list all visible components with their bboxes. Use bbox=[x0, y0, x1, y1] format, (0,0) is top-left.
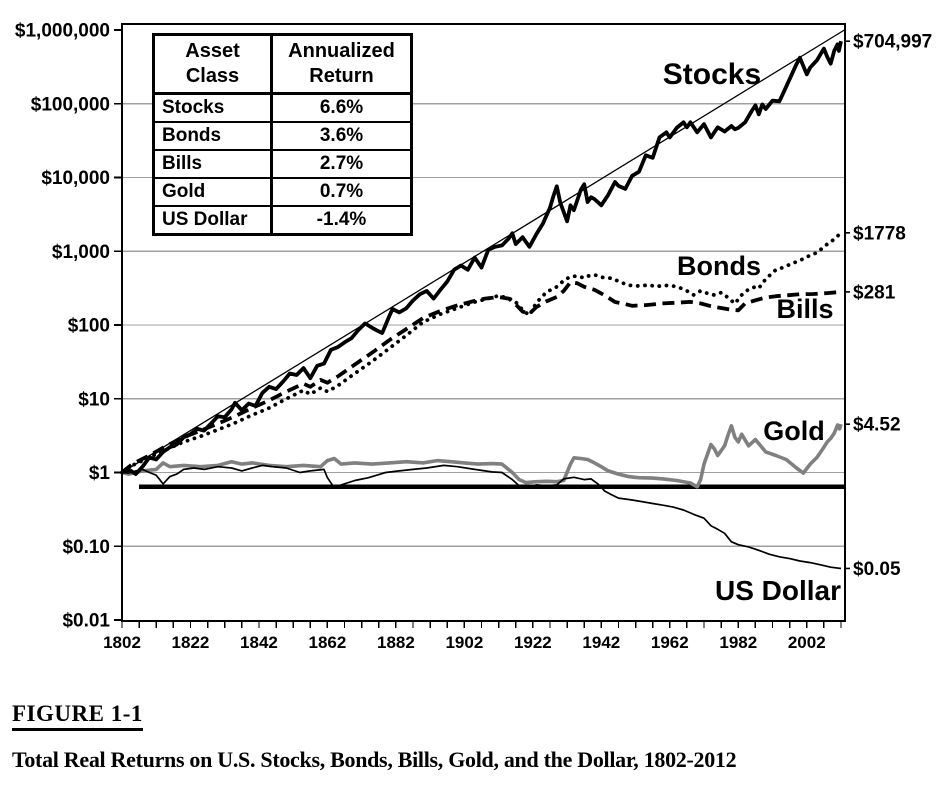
x-tick-label: 2002 bbox=[788, 633, 826, 652]
return-cell: 0.7% bbox=[319, 181, 364, 202]
asset-cell: Bills bbox=[155, 151, 273, 177]
series-label-stocks: Stocks bbox=[663, 58, 761, 91]
x-tick-label: 1922 bbox=[514, 633, 552, 652]
y-tick-label: $10 bbox=[78, 389, 110, 410]
x-tick-label: 1982 bbox=[719, 633, 757, 652]
x-tick-label: 1942 bbox=[582, 633, 620, 652]
asset-cell: Stocks bbox=[155, 95, 273, 121]
figure-title: Total Real Returns on U.S. Stocks, Bonds… bbox=[12, 747, 737, 772]
stocks-trend-line bbox=[121, 29, 845, 474]
header-return-line1: Annualized bbox=[288, 40, 395, 62]
x-tick-label: 1862 bbox=[309, 633, 347, 652]
end-value-label-bills: $281 bbox=[853, 282, 896, 303]
table-header-row: Asset Class Annualized Return bbox=[155, 36, 410, 95]
header-return-line2: Return bbox=[309, 65, 374, 87]
y-tick-label: $0.01 bbox=[62, 611, 110, 632]
table-row: US Dollar -1.4% bbox=[155, 205, 410, 233]
return-cell: 2.7% bbox=[319, 153, 364, 174]
series-gold-line bbox=[121, 423, 843, 489]
table-header-asset-class: Asset Class bbox=[155, 36, 273, 92]
plot-frame bbox=[121, 23, 846, 622]
y-tick-label: $1,000 bbox=[52, 242, 110, 263]
y-tick-label: $0.10 bbox=[62, 537, 110, 558]
asset-cell: Gold bbox=[155, 179, 273, 205]
x-tick-label: 1802 bbox=[103, 633, 141, 652]
table-body: Stocks 6.6% Bonds 3.6% Bills 2.7% Gold 0.7% US D… bbox=[155, 95, 410, 233]
series-label-us_dollar: US Dollar bbox=[715, 575, 841, 606]
return-cell: 6.6% bbox=[319, 97, 364, 118]
series-bills-line bbox=[120, 280, 842, 474]
y-tick-label: $100 bbox=[68, 316, 110, 337]
header-asset-line1: Asset bbox=[185, 40, 240, 62]
return-cell: 3.6% bbox=[319, 125, 364, 146]
y-tick-label: $100,000 bbox=[31, 94, 110, 115]
series-label-gold: Gold bbox=[763, 416, 825, 446]
table-row: Gold 0.7% bbox=[155, 177, 410, 205]
table-header-annualized-return: Annualized Return bbox=[273, 36, 410, 92]
end-value-label-bonds: $1778 bbox=[853, 223, 906, 244]
asset-return-table: Asset Class Annualized Return Stocks 6.6%… bbox=[152, 33, 413, 236]
end-value-label-us_dollar: $0.05 bbox=[853, 559, 901, 580]
return-cell: -1.4% bbox=[316, 209, 367, 230]
series-bonds-line bbox=[120, 230, 843, 475]
series-stocks-line bbox=[121, 40, 843, 477]
x-tick-label: 1962 bbox=[651, 633, 689, 652]
table-row: Bonds 3.6% bbox=[155, 121, 410, 149]
y-tick-label: $1,000,000 bbox=[15, 21, 110, 42]
figure-label: FIGURE 1-1 bbox=[12, 701, 143, 731]
series-label-bills: Bills bbox=[776, 294, 833, 324]
y-tick-label: $10,000 bbox=[41, 168, 110, 189]
x-tick-label: 1842 bbox=[240, 633, 278, 652]
asset-cell: US Dollar bbox=[155, 207, 273, 233]
x-tick-label: 1822 bbox=[172, 633, 210, 652]
end-value-label-stocks: $704,997 bbox=[853, 32, 932, 53]
series-label-bonds: Bonds bbox=[677, 251, 761, 281]
y-tick-label: $1 bbox=[89, 463, 111, 484]
x-tick-label: 1902 bbox=[445, 633, 483, 652]
table-row: Stocks 6.6% bbox=[155, 95, 410, 121]
figure-caption: FIGURE 1-1 Total Real Returns on U.S. St… bbox=[12, 701, 737, 773]
total-real-returns-chart: $1,000,000 $100,000 $10,000 $1,000 $100 $10 $1… bbox=[15, 21, 932, 653]
asset-cell: Bonds bbox=[155, 123, 273, 149]
x-tick-label: 1882 bbox=[377, 633, 415, 652]
returns-chart-area: $1,000,000 $100,000 $10,000 $1,000 $100 $10 $1… bbox=[15, 21, 932, 653]
header-asset-line2: Class bbox=[185, 65, 240, 87]
series-us_dollar-line bbox=[121, 464, 842, 570]
table-row: Bills 2.7% bbox=[155, 149, 410, 177]
end-value-label-gold: $4.52 bbox=[853, 415, 901, 436]
